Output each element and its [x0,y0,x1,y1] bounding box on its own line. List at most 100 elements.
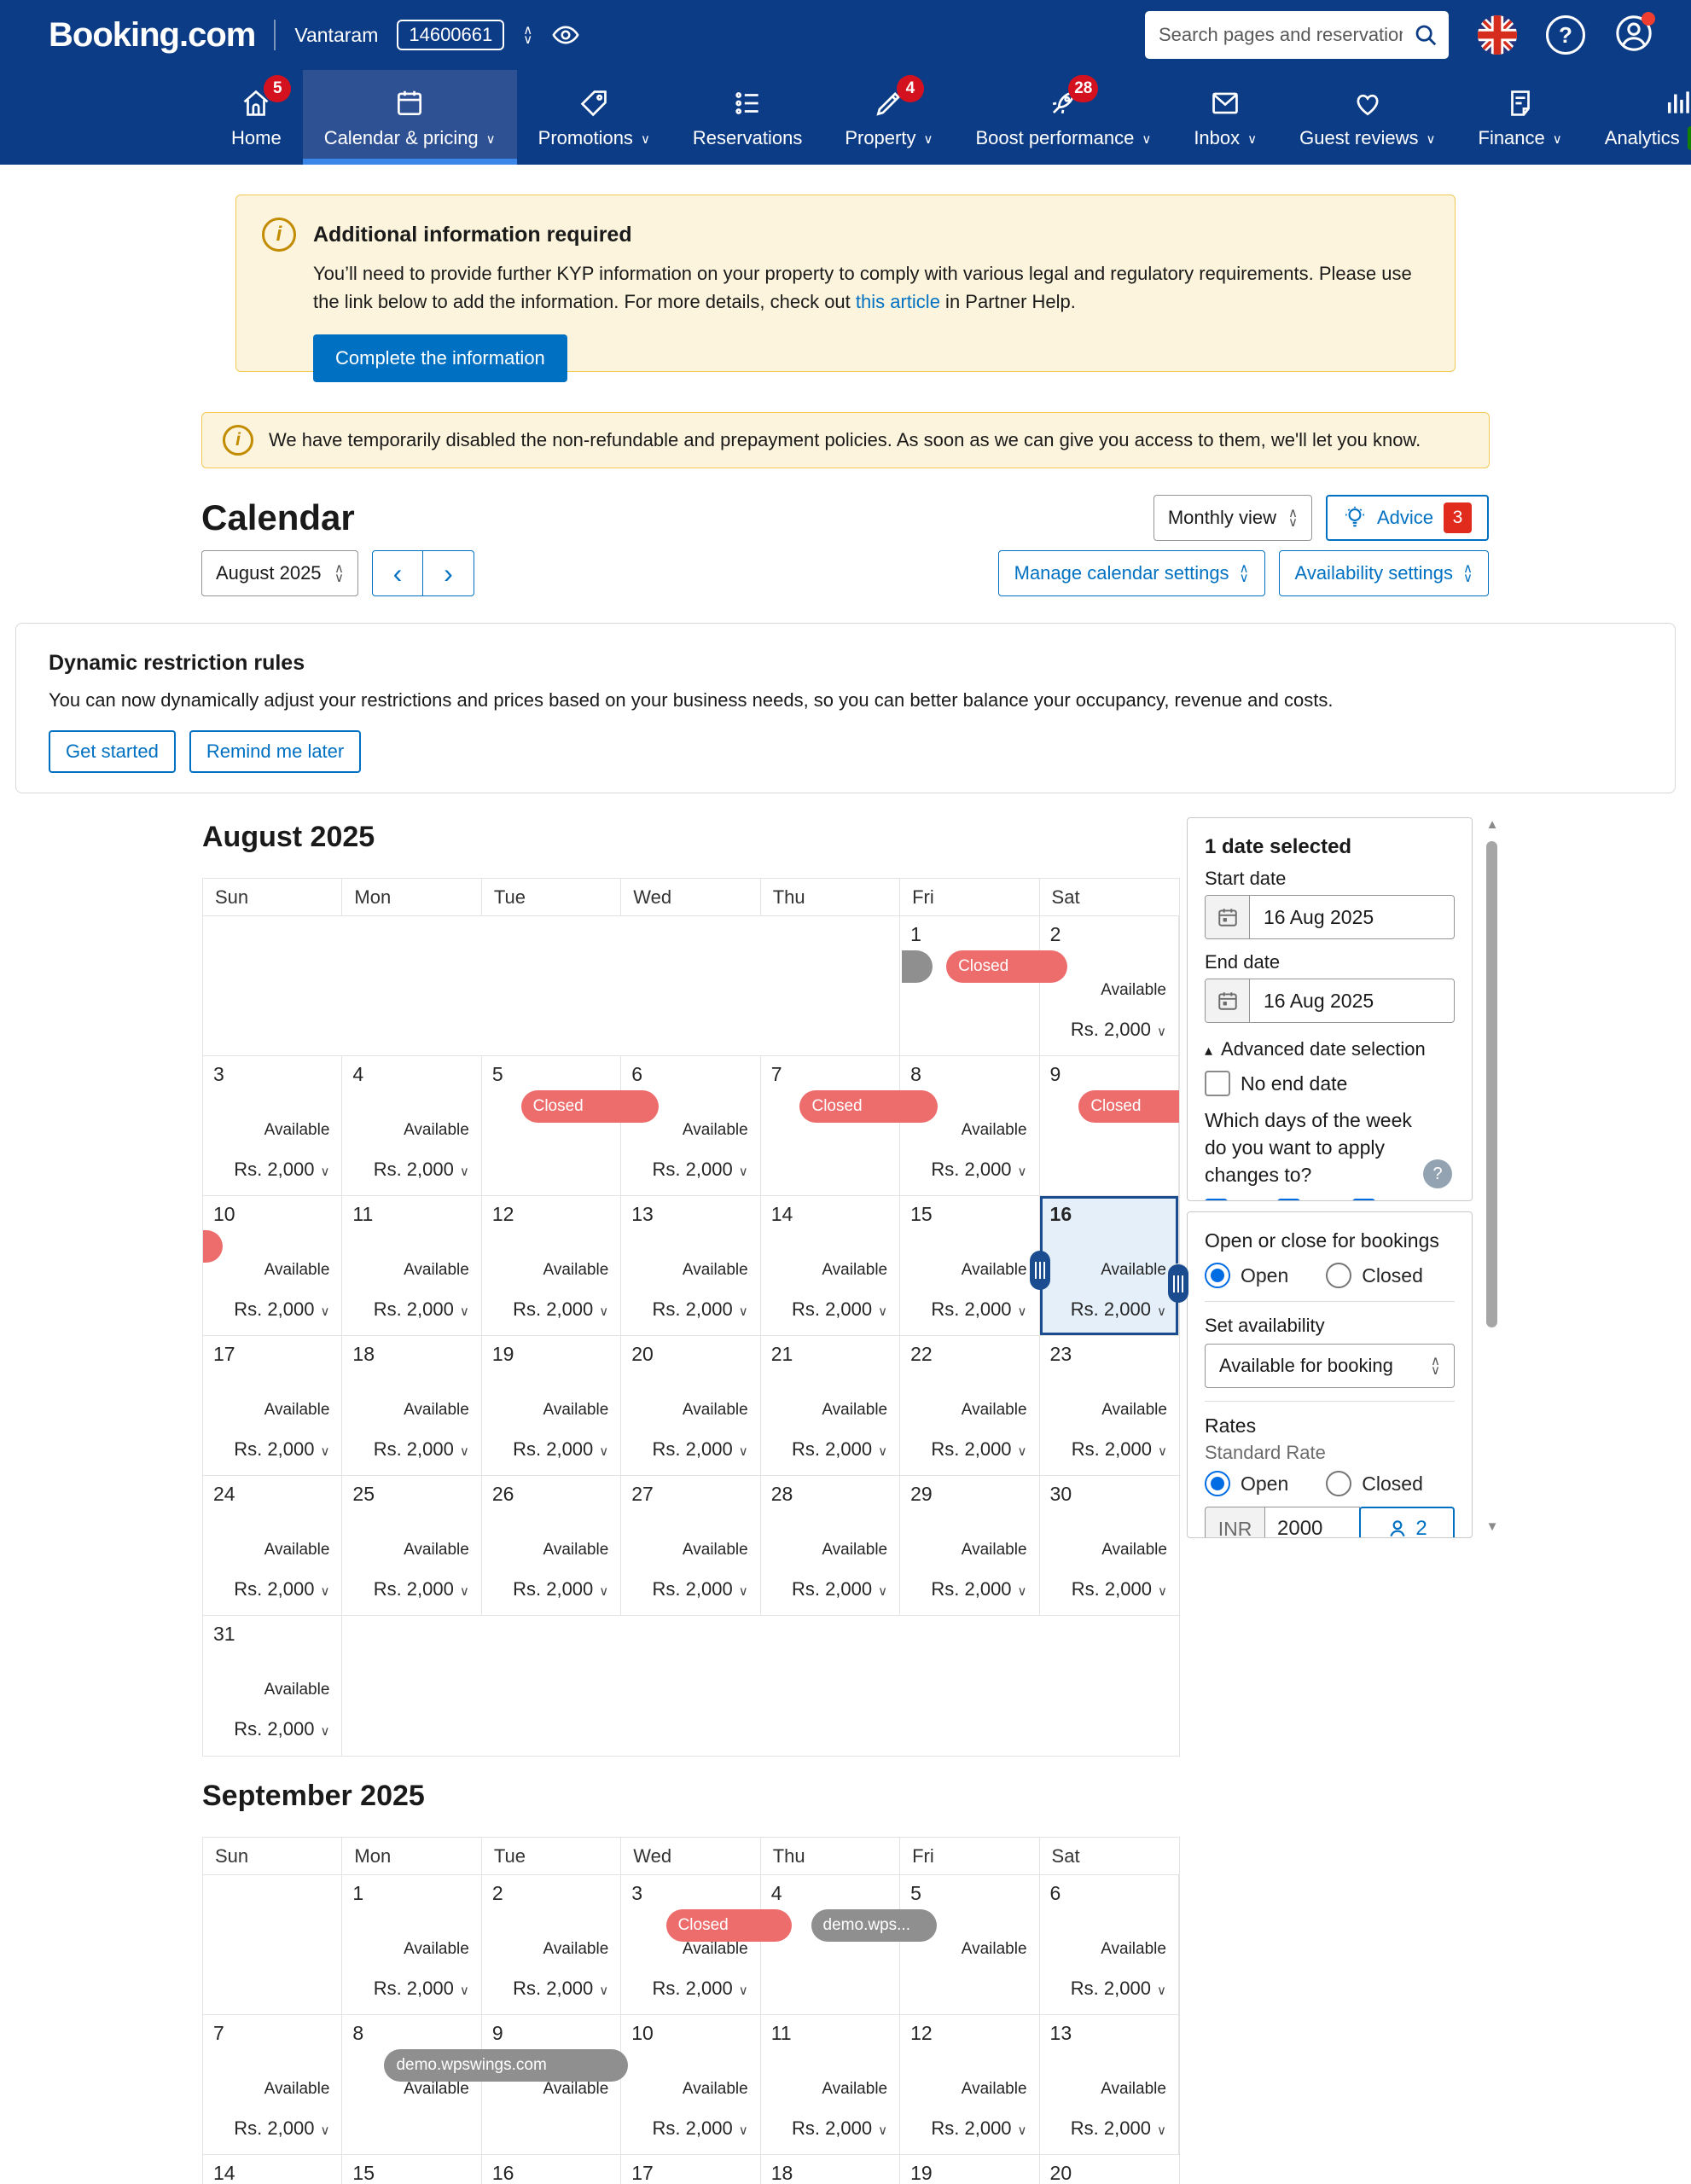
day-cell-18[interactable]: 18 Available Rs. 2,000 [342,1336,482,1475]
day-cell-16[interactable]: 16 Available Rs. 2,000 [1029,1196,1188,1335]
rate-dropdown[interactable]: Rs. 2,000 [234,1578,329,1600]
get-started-button[interactable]: Get started [49,730,176,773]
eye-icon[interactable] [551,20,580,49]
booking-pill[interactable] [901,950,933,983]
day-cell-29[interactable]: 29 Available Rs. 2,000 [900,1476,1040,1615]
checkbox-checked[interactable] [1351,1199,1375,1200]
day-cell-6[interactable]: 6 Available Rs. 2,000 [1039,1875,1179,2014]
day-cell-8[interactable]: 8 Available [342,2015,482,2154]
day-cell-11[interactable]: 11 Available Rs. 2,000 [760,2015,901,2154]
rate-dropdown[interactable]: Rs. 2,000 [374,1298,469,1321]
day-cell-17[interactable]: 17 Available Rs. 2,000 [203,1336,343,1475]
rate-dropdown[interactable]: Rs. 2,000 [931,1578,1026,1600]
weekday-checkbox-sun[interactable]: Sun [1205,1199,1269,1200]
day-cell-20[interactable]: 20 [1039,2155,1179,2184]
day-cell-10[interactable]: 10 Available Rs. 2,000 [203,1196,343,1335]
rate-dropdown[interactable]: Rs. 2,000 [653,1298,748,1321]
rate-dropdown[interactable]: Rs. 2,000 [653,1978,748,2000]
booking-pill[interactable]: demo.wpswings.com [384,2049,629,2082]
day-cell-10[interactable]: 10 Available Rs. 2,000 [621,2015,761,2154]
day-cell-7[interactable]: 7 [760,1056,901,1195]
nav-item-reservations[interactable]: Reservations [671,70,823,165]
closed-pill[interactable]: Closed [520,1090,660,1123]
rate-dropdown[interactable]: Rs. 2,000 [792,1578,887,1600]
rate-dropdown[interactable]: Rs. 2,000 [374,1978,469,2000]
property-id-chip[interactable]: 14600661 [397,20,505,50]
day-cell-24[interactable]: 24 Available Rs. 2,000 [203,1476,343,1615]
nav-item-home[interactable]: 5 Home [210,70,303,165]
rate-dropdown[interactable]: Rs. 2,000 [653,1578,748,1600]
day-cell-17[interactable]: 17 [621,2155,761,2184]
day-cell-9[interactable]: 9 Available [481,2015,622,2154]
month-select[interactable]: August 2025 [201,550,358,596]
day-cell-4[interactable]: 4 Available Rs. 2,000 [342,1056,482,1195]
rate-dropdown[interactable]: Rs. 2,000 [653,1438,748,1461]
weekday-checkbox-tue[interactable]: Tue [1351,1199,1412,1200]
rate-dropdown[interactable]: Rs. 2,000 [1071,1019,1166,1041]
day-cell-30[interactable]: 30 Available Rs. 2,000 [1039,1476,1179,1615]
rate-dropdown[interactable]: Rs. 2,000 [513,1578,608,1600]
day-cell-19[interactable]: 19 Available Rs. 2,000 [481,1336,622,1475]
nav-item-inbox[interactable]: Inbox ∨ [1172,70,1278,165]
drag-handle-left[interactable] [1029,1251,1050,1290]
booking-pill[interactable]: demo.wps... [811,1909,937,1942]
booking-logo[interactable]: Booking.com [49,15,256,54]
search-icon[interactable] [1413,22,1438,52]
rate-dropdown[interactable]: Rs. 2,000 [1072,1578,1167,1600]
price-input[interactable]: 2000 [1264,1507,1360,1537]
day-cell-13[interactable]: 13 Available Rs. 2,000 [621,1196,761,1335]
day-cell-4[interactable]: 4 [760,1875,901,2014]
rate-dropdown[interactable]: Rs. 2,000 [931,2117,1026,2140]
this-article-link[interactable]: this article [855,291,940,312]
checkbox-checked[interactable] [1276,1199,1300,1200]
day-cell-12[interactable]: 12 Available Rs. 2,000 [481,1196,622,1335]
day-cell-9[interactable]: 9 [1039,1056,1179,1195]
help-icon[interactable] [1546,15,1585,55]
day-cell-3[interactable]: 3 Available Rs. 2,000 [203,1056,343,1195]
nav-item-property[interactable]: 4 Property ∨ [823,70,954,165]
rate-dropdown[interactable]: Rs. 2,000 [513,1978,608,2000]
day-cell-2[interactable]: 2 Available Rs. 2,000 [481,1875,622,2014]
day-cell-12[interactable]: 12 Available Rs. 2,000 [900,2015,1040,2154]
rate-dropdown[interactable]: Rs. 2,000 [1072,1438,1167,1461]
rate-dropdown[interactable]: Rs. 2,000 [931,1438,1026,1461]
end-date-input[interactable]: 16 Aug 2025 [1205,979,1455,1023]
rate-dropdown[interactable]: Rs. 2,000 [234,2117,329,2140]
rate-dropdown[interactable]: Rs. 2,000 [792,1438,887,1461]
day-cell-7[interactable]: 7 Available Rs. 2,000 [203,2015,343,2154]
manage-calendar-settings-button[interactable]: Manage calendar settings [997,550,1265,596]
rate-closed-radio[interactable]: Closed [1326,1471,1423,1496]
day-cell-15[interactable]: 15 Available Rs. 2,000 [900,1196,1040,1335]
rate-dropdown[interactable]: Rs. 2,000 [513,1438,608,1461]
day-cell-27[interactable]: 27 Available Rs. 2,000 [621,1476,761,1615]
rate-dropdown[interactable]: Rs. 2,000 [931,1159,1026,1181]
sidebar-scrollbar[interactable] [1485,817,1500,1534]
day-cell-13[interactable]: 13 Available Rs. 2,000 [1039,2015,1179,2154]
day-cell-6[interactable]: 6 Available Rs. 2,000 [621,1056,761,1195]
property-switcher-icon[interactable] [523,26,532,44]
checkbox-unchecked[interactable] [1205,1071,1230,1096]
occupancy-button[interactable]: 2 [1359,1507,1455,1537]
day-cell-31[interactable]: 31 Available Rs. 2,000 [203,1616,343,1756]
drag-handle-right[interactable] [1167,1263,1188,1303]
search-input[interactable] [1145,11,1449,59]
day-cell-3[interactable]: 3 Available Rs. 2,000 [621,1875,761,2014]
day-cell-28[interactable]: 28 Available Rs. 2,000 [760,1476,901,1615]
remind-me-later-button[interactable]: Remind me later [189,730,362,773]
day-cell-25[interactable]: 25 Available Rs. 2,000 [342,1476,482,1615]
day-cell-19[interactable]: 19 [900,2155,1040,2184]
no-end-date-checkbox[interactable]: No end date [1205,1071,1455,1096]
rate-dropdown[interactable]: Rs. 2,000 [653,1159,748,1181]
rate-dropdown[interactable]: Rs. 2,000 [374,1438,469,1461]
rate-dropdown[interactable]: Rs. 2,000 [931,1298,1026,1321]
nav-item-analytics[interactable]: AnalyticsNew∨ [1583,70,1691,165]
day-cell-18[interactable]: 18 [760,2155,901,2184]
closed-pill[interactable]: Closed [1078,1090,1179,1123]
availability-select[interactable]: Available for booking [1205,1344,1455,1388]
scroll-down-icon[interactable] [1485,1519,1500,1534]
day-cell-23[interactable]: 23 Available Rs. 2,000 [1039,1336,1179,1475]
day-cell-26[interactable]: 26 Available Rs. 2,000 [481,1476,622,1615]
checkbox-checked[interactable] [1205,1199,1228,1200]
day-cell-15[interactable]: 15 [342,2155,482,2184]
account-icon[interactable] [1614,11,1655,57]
